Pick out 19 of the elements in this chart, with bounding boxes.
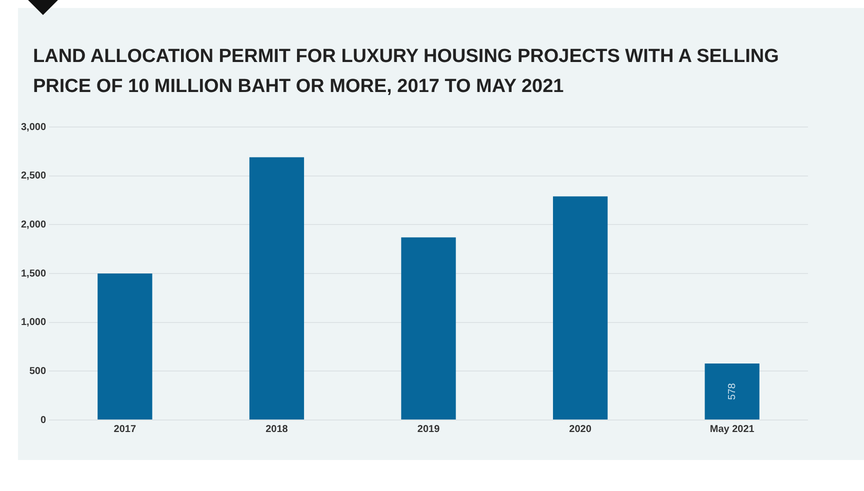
y-tick-label: 1,000 [20, 317, 46, 328]
bar [401, 237, 456, 420]
y-tick-label: 500 [29, 366, 46, 377]
bar [249, 157, 304, 420]
y-tick-label: 2,000 [20, 219, 46, 230]
data-label: 578 [726, 382, 738, 400]
bar [704, 364, 760, 420]
x-tick-label: 2018 [266, 424, 288, 435]
x-tick-label: 2017 [114, 424, 136, 435]
x-tick-label: 2019 [417, 424, 440, 435]
x-tick-label: May 2021 [710, 424, 755, 435]
chart-title: LAND ALLOCATION PERMIT FOR LUXURY HOUSING PROJECTS WITH A SELLING PRICE OF 10 MILLION BAHT OR MORE, 2017 TO MAY 2021 [33, 45, 780, 99]
y-tick-label: 3,000 [20, 122, 46, 133]
bar [552, 196, 608, 420]
y-tick-label: 2,500 [20, 170, 46, 182]
x-tick-label: 2020 [569, 424, 592, 435]
y-tick-label: 1,500 [20, 268, 46, 280]
bar [98, 274, 152, 420]
y-tick-label: 0 [40, 414, 46, 426]
